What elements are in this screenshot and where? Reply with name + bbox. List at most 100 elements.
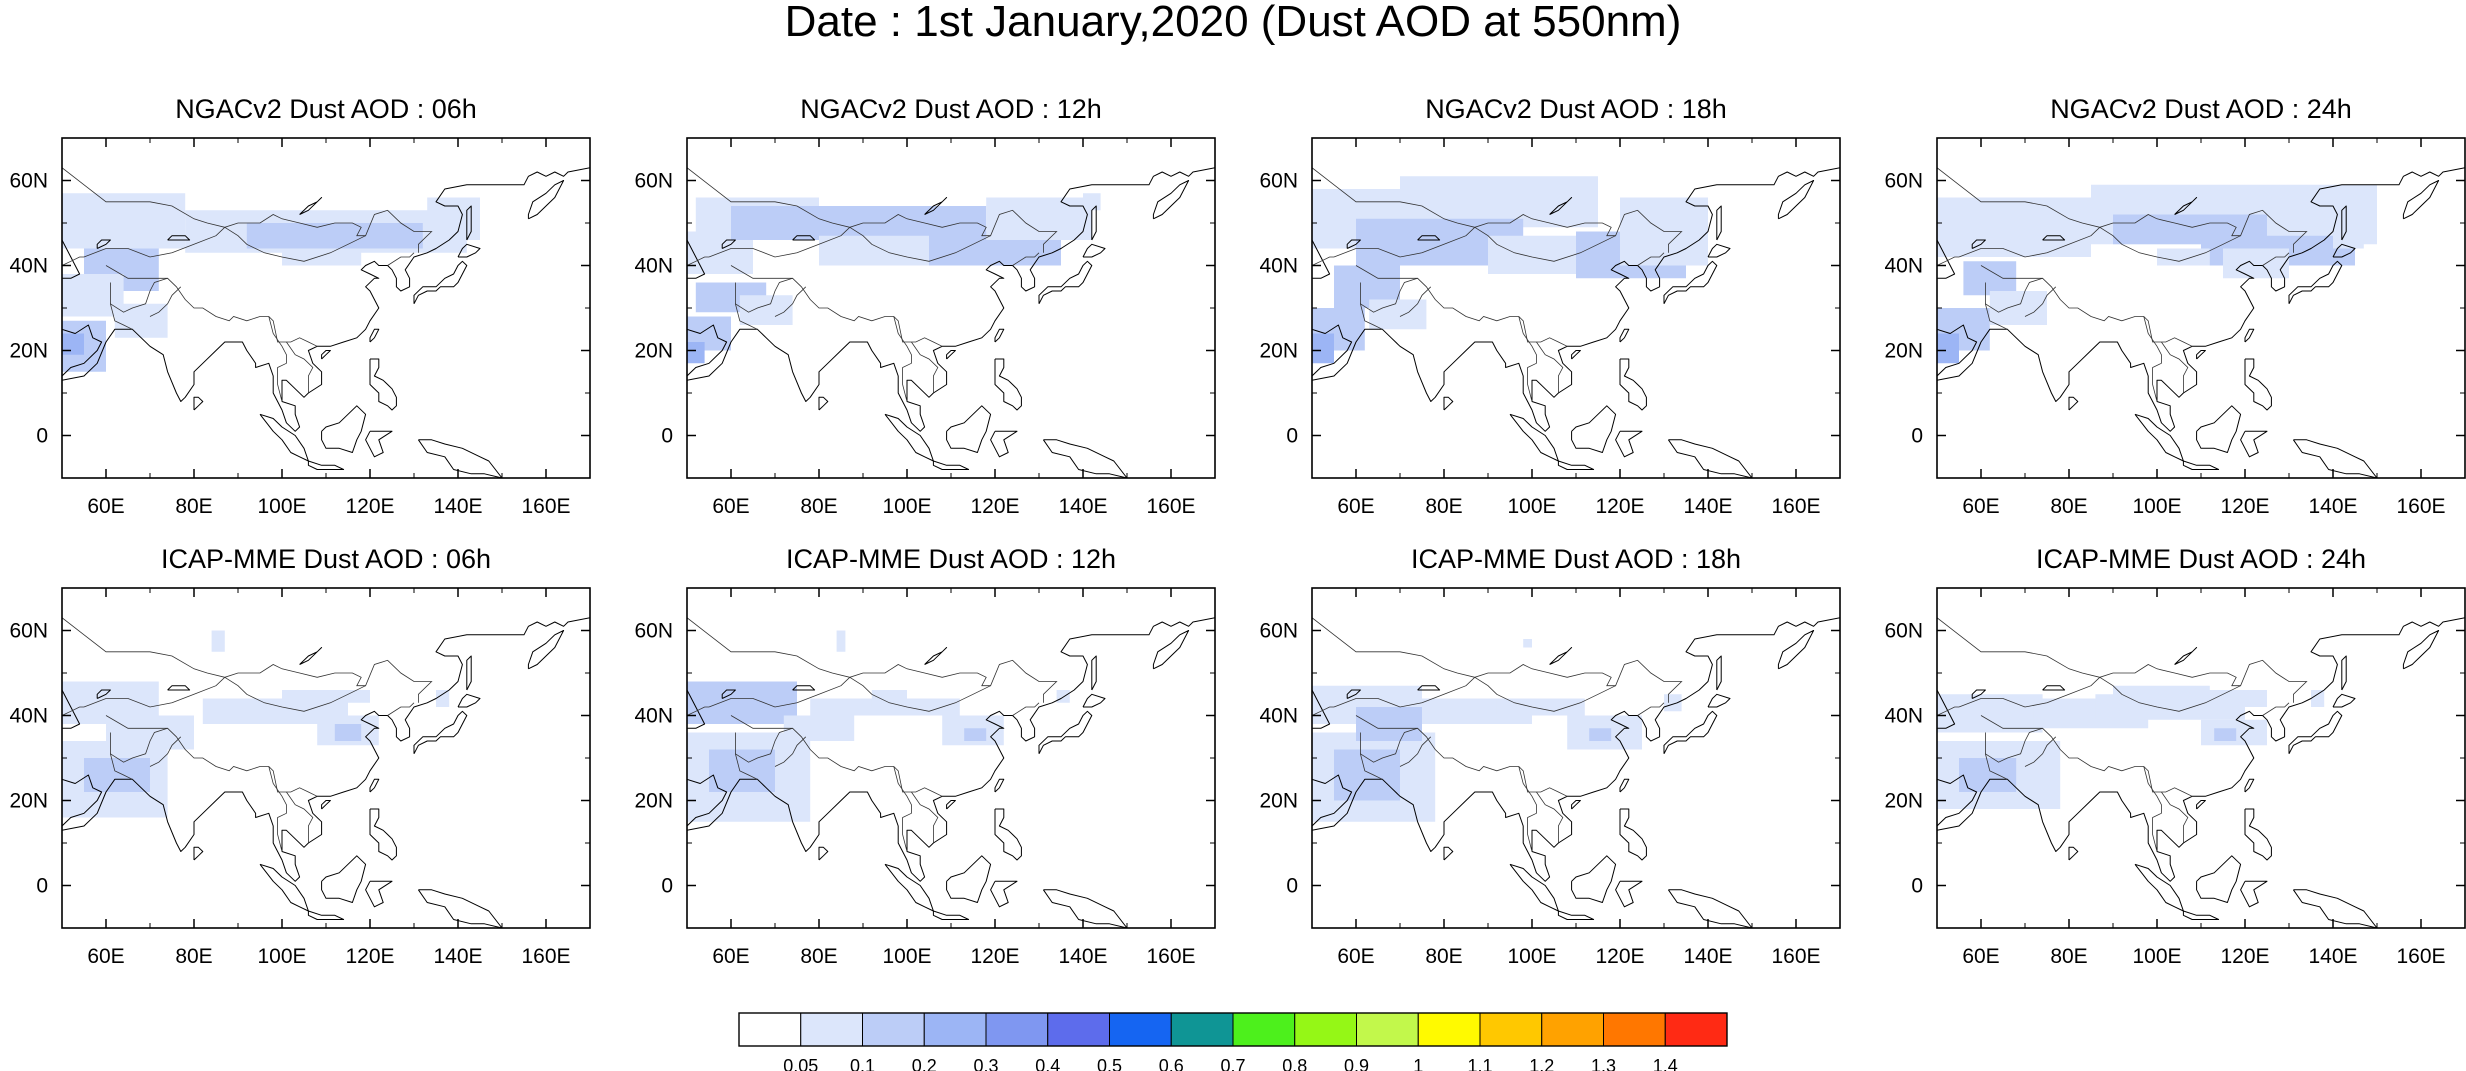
coastline	[1663, 260, 1718, 305]
lon-tick-label: 80E	[2050, 945, 2087, 968]
lon-tick-label: 140E	[1058, 495, 1107, 518]
country-border	[708, 227, 851, 258]
dust-aod-map: 60N 40N 20N 0 60E 80E 100E 120E 140E 160E	[1884, 587, 2466, 968]
lon-tick-label: 160E	[1146, 945, 1195, 968]
lon-tick-label: 60E	[1337, 495, 1374, 518]
colorbar-label: 0.9	[1344, 1056, 1369, 1071]
coastlines	[1312, 617, 1840, 928]
country-border	[1980, 715, 2193, 797]
coastline	[994, 328, 1005, 343]
country-border	[1937, 167, 2308, 253]
colorbar-label: 0.3	[973, 1056, 998, 1071]
country-border	[62, 706, 84, 716]
borders	[687, 617, 1058, 852]
dust-cell	[282, 690, 370, 703]
lon-tick-label: 80E	[800, 495, 837, 518]
country-border	[1312, 617, 1683, 703]
country-border	[893, 316, 912, 402]
lat-tick-label: 40N	[1884, 705, 1923, 728]
coastline	[1619, 358, 1647, 411]
dust-cell	[1056, 690, 1070, 703]
country-border	[893, 766, 912, 852]
coastline	[1312, 167, 1840, 432]
lon-tick-label: 60E	[1962, 945, 1999, 968]
dust-aod-map: 60N 40N 20N 0 60E 80E 100E 120E 140E 160E	[9, 137, 591, 518]
lat-tick-label: 20N	[1259, 340, 1298, 363]
coastline	[1312, 617, 1840, 882]
dust-cell	[282, 248, 362, 266]
colorbar-swatch	[985, 1012, 1049, 1047]
dust-cell	[2223, 248, 2289, 279]
coastline	[365, 430, 393, 458]
lat-tick-label: 0	[1911, 875, 1923, 898]
dust-aod-map: 60N 40N 20N 0 60E 80E 100E 120E 140E 160E	[9, 587, 591, 968]
lat-tick-label: 60N	[634, 170, 673, 193]
borders	[62, 167, 433, 402]
country-border	[687, 256, 709, 266]
dust-cell	[2157, 248, 2210, 266]
dust-aod-map: 60N 40N 20N 0 60E 80E 100E 120E 140E 160E	[634, 137, 1216, 518]
country-border	[1360, 732, 1383, 780]
colorbar-swatch	[1479, 1012, 1543, 1047]
coastline	[1571, 350, 1581, 360]
dust-field	[687, 193, 1101, 364]
lon-tick-label: 120E	[345, 945, 394, 968]
lon-tick-label: 120E	[970, 495, 1019, 518]
coastline	[1707, 693, 1731, 708]
panel-title: NGACv2 Dust AOD : 12h	[800, 94, 1102, 124]
lon-tick-label: 160E	[521, 495, 570, 518]
coastline	[2244, 358, 2272, 411]
coastline	[1619, 328, 1630, 343]
panel-title: ICAP-MME Dust AOD : 06h	[160, 544, 492, 574]
lon-tick-label: 80E	[2050, 495, 2087, 518]
lon-tick-label: 80E	[1425, 495, 1462, 518]
coastline	[1557, 460, 1595, 470]
coastline	[946, 350, 956, 360]
lon-tick-label: 80E	[1425, 945, 1462, 968]
coastline	[946, 800, 956, 810]
country-border	[1958, 677, 2101, 708]
country-border	[2161, 341, 2189, 393]
borders	[1937, 617, 2308, 852]
country-border	[1312, 256, 1334, 266]
lat-tick-label: 60N	[1259, 170, 1298, 193]
dust-aod-map: 60N 40N 20N 0 60E 80E 100E 120E 140E 160E	[1884, 137, 2466, 518]
lat-tick-label: 60N	[1884, 170, 1923, 193]
colorbar-swatch	[1232, 1012, 1296, 1047]
dust-field	[62, 630, 450, 818]
coastline	[1971, 239, 1986, 249]
coastline	[1707, 243, 1731, 258]
coastline	[721, 239, 736, 249]
coastline	[1571, 405, 1617, 453]
coastline	[417, 889, 503, 928]
country-border	[735, 727, 793, 763]
dust-cell	[2214, 728, 2237, 741]
coastline	[2341, 205, 2347, 241]
dust-aod-map: 60N 40N 20N 0 60E 80E 100E 120E 140E 160E	[634, 587, 1216, 968]
dust-cell	[1523, 639, 1532, 648]
coastline	[687, 167, 1215, 432]
lat-tick-label: 0	[1286, 425, 1298, 448]
country-border	[149, 736, 182, 767]
lon-tick-label: 120E	[1595, 945, 1644, 968]
coastline	[1619, 778, 1630, 793]
coastlines	[687, 617, 1215, 928]
lat-tick-label: 60N	[634, 620, 673, 643]
coastline	[369, 808, 397, 861]
borders	[62, 617, 433, 852]
dust-cell	[871, 690, 907, 707]
coastline	[924, 647, 948, 665]
coastline	[1152, 630, 1190, 670]
lat-tick-label: 60N	[9, 620, 48, 643]
dust-cell	[1488, 235, 1585, 274]
lon-tick-label: 80E	[175, 945, 212, 968]
colorbar-swatch	[1541, 1012, 1604, 1047]
coastline	[466, 655, 472, 691]
coastline	[1557, 910, 1595, 920]
country-border	[911, 341, 939, 393]
lat-tick-label: 0	[36, 425, 48, 448]
country-border	[1980, 265, 2193, 347]
lon-tick-label: 140E	[1683, 945, 1732, 968]
country-border	[1536, 791, 1564, 843]
coastline	[321, 405, 367, 453]
